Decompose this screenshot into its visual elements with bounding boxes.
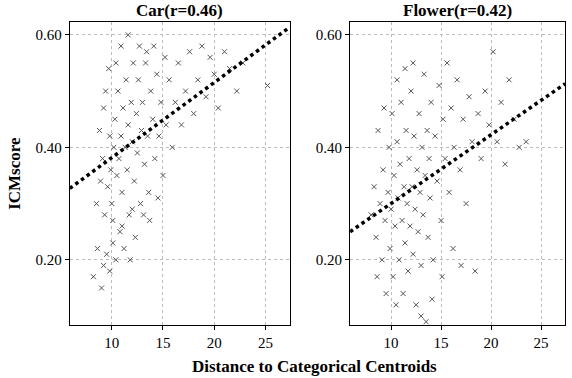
svg-text:0.60: 0.60 [316, 27, 342, 43]
svg-text:0.60: 0.60 [36, 27, 62, 43]
svg-text:15: 15 [155, 335, 170, 351]
svg-text:0.40: 0.40 [316, 140, 342, 156]
svg-text:0.40: 0.40 [36, 140, 62, 156]
svg-text:10: 10 [104, 335, 119, 351]
svg-text:15: 15 [434, 335, 449, 351]
svg-text:10: 10 [384, 335, 399, 351]
svg-text:25: 25 [258, 335, 273, 351]
svg-text:Car(r=0.46): Car(r=0.46) [136, 1, 223, 20]
svg-text:Flower(r=0.42): Flower(r=0.42) [403, 1, 512, 20]
svg-text:Distance to Categorical Centro: Distance to Categorical Centroids [192, 357, 437, 376]
svg-text:ICMscore: ICMscore [5, 137, 24, 210]
svg-text:25: 25 [534, 335, 549, 351]
svg-text:20: 20 [207, 335, 222, 351]
svg-text:0.20: 0.20 [36, 252, 62, 268]
svg-text:0.20: 0.20 [316, 252, 342, 268]
svg-text:20: 20 [484, 335, 499, 351]
